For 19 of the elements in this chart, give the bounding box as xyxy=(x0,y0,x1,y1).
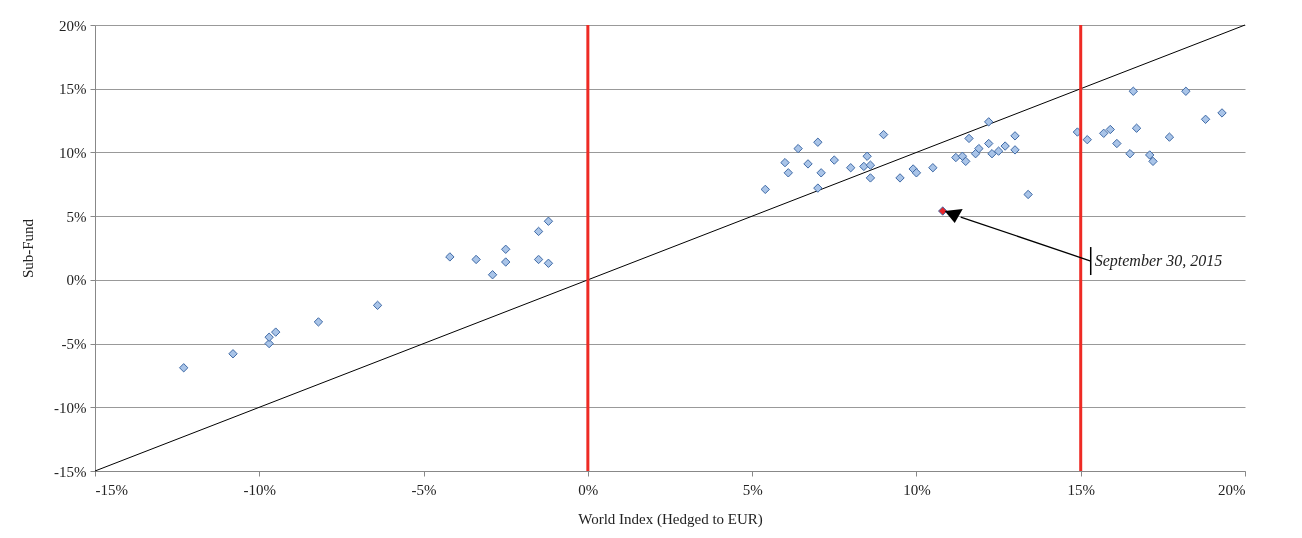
annotation: September 30, 2015 xyxy=(1094,252,1223,271)
x-tick-label: -15% xyxy=(95,481,128,498)
x-tick-label: -5% xyxy=(411,481,437,498)
y-tick-label: 15% xyxy=(59,81,87,98)
x-tick-label: 0% xyxy=(578,481,599,498)
x-tick-label: 20% xyxy=(1218,481,1246,498)
y-tick-label: 10% xyxy=(59,144,87,161)
x-tick-label: -10% xyxy=(243,481,277,498)
x-axis-title: World Index (Hedged to EUR) xyxy=(578,510,763,528)
x-tick-label: 15% xyxy=(1067,481,1095,498)
x-tick-label: 5% xyxy=(742,481,763,498)
y-tick-label: 20% xyxy=(59,17,87,34)
y-tick-label: -10% xyxy=(54,399,87,416)
y-tick-label: -5% xyxy=(61,336,87,353)
y-tick-label: 5% xyxy=(66,208,87,225)
y-tick-label: -15% xyxy=(54,463,87,480)
y-tick-label: 0% xyxy=(66,272,87,289)
y-axis-title: Sub-Fund xyxy=(20,218,37,279)
x-tick-label: 10% xyxy=(903,481,931,498)
